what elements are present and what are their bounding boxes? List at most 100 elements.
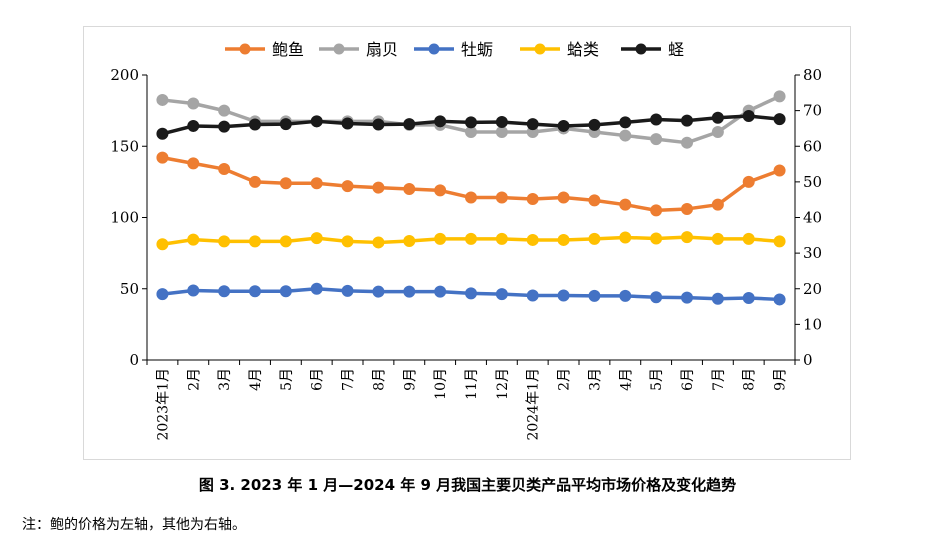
left-axis-tick-label: 200 bbox=[110, 66, 139, 84]
data-point bbox=[557, 119, 570, 132]
data-point bbox=[650, 291, 663, 304]
data-point bbox=[372, 181, 385, 194]
legend-item: 鲍鱼 bbox=[225, 40, 304, 59]
data-point bbox=[681, 136, 693, 149]
legend-label: 蛤类 bbox=[567, 40, 599, 59]
data-point bbox=[403, 235, 416, 248]
figure-note: 注：鲍的价格为左轴，其他为右轴。 bbox=[22, 517, 246, 533]
data-point bbox=[403, 183, 416, 195]
legend-label: 扇贝 bbox=[366, 40, 398, 59]
series-layer bbox=[156, 90, 786, 306]
data-point bbox=[711, 232, 724, 245]
legend-marker bbox=[635, 43, 647, 55]
right-axis-tick-label: 0 bbox=[803, 351, 813, 369]
data-point bbox=[588, 194, 601, 207]
data-point bbox=[156, 151, 169, 164]
data-point bbox=[187, 284, 200, 297]
data-point bbox=[495, 191, 508, 204]
right-axis-tick-label: 70 bbox=[803, 102, 822, 120]
x-axis-tick-label: 4月 bbox=[618, 368, 634, 391]
data-point bbox=[495, 116, 508, 129]
data-point bbox=[465, 191, 477, 204]
data-point bbox=[495, 126, 508, 138]
data-point bbox=[279, 177, 292, 190]
data-point bbox=[650, 133, 663, 146]
right-axis-tick-label: 50 bbox=[803, 173, 822, 191]
right-axis-tick-label: 60 bbox=[803, 137, 822, 155]
x-axis-tick-label: 8月 bbox=[371, 368, 387, 391]
data-point bbox=[711, 198, 724, 211]
data-point bbox=[187, 157, 200, 170]
data-point bbox=[650, 113, 663, 126]
data-point bbox=[742, 292, 755, 305]
data-point bbox=[650, 204, 663, 217]
data-point bbox=[495, 288, 508, 301]
chart-axes: 0 50 100 150 200 0 10 20 30 40 50 60 70 80 2023年1月 2月 3月… bbox=[110, 66, 822, 441]
data-point bbox=[249, 235, 261, 248]
data-point bbox=[619, 116, 632, 129]
left-axis-tick-label: 50 bbox=[120, 280, 139, 298]
data-point bbox=[279, 285, 292, 298]
data-point bbox=[341, 180, 354, 193]
x-axis-tick-label: 3月 bbox=[217, 368, 233, 391]
x-axis-tick-label: 7月 bbox=[711, 368, 727, 391]
data-point bbox=[372, 236, 385, 249]
data-point bbox=[434, 115, 447, 128]
data-point bbox=[495, 232, 508, 245]
data-point bbox=[341, 117, 354, 130]
data-point bbox=[156, 238, 169, 251]
data-point bbox=[588, 118, 601, 131]
data-point bbox=[156, 288, 169, 301]
x-axis-tick-label: 4月 bbox=[248, 368, 264, 391]
data-point bbox=[773, 235, 786, 248]
data-point bbox=[249, 285, 261, 298]
x-axis-tick-label: 3月 bbox=[587, 368, 603, 391]
legend-marker bbox=[333, 43, 345, 55]
data-point bbox=[341, 284, 354, 297]
data-point bbox=[742, 232, 755, 245]
x-axis-tick-label: 2月 bbox=[557, 368, 573, 391]
data-point bbox=[711, 111, 724, 124]
x-axis-tick-label: 5月 bbox=[279, 368, 295, 391]
data-point bbox=[403, 118, 416, 131]
x-axis-tick-label: 10月 bbox=[433, 368, 449, 400]
data-point bbox=[218, 104, 231, 117]
data-point bbox=[681, 231, 693, 244]
x-axis-tick-label: 2024年1月 bbox=[526, 368, 542, 441]
data-point bbox=[619, 289, 632, 302]
data-point bbox=[526, 289, 539, 302]
data-point bbox=[187, 119, 200, 132]
x-axis-tick-label: 7月 bbox=[341, 368, 357, 391]
data-point bbox=[619, 198, 632, 211]
legend-label: 鲍鱼 bbox=[272, 40, 304, 59]
x-axis-tick-label: 12月 bbox=[495, 368, 511, 400]
series-0 bbox=[156, 151, 786, 217]
data-point bbox=[310, 177, 323, 190]
data-point bbox=[249, 175, 261, 188]
data-point bbox=[310, 115, 323, 128]
data-point bbox=[773, 293, 786, 306]
data-point bbox=[742, 109, 755, 122]
data-point bbox=[187, 233, 200, 246]
data-point bbox=[526, 233, 539, 246]
data-point bbox=[681, 291, 693, 304]
series-3 bbox=[156, 231, 786, 251]
data-point bbox=[218, 163, 231, 176]
x-axis-tick-label: 6月 bbox=[310, 368, 326, 391]
x-axis-tick-label: 9月 bbox=[402, 368, 418, 391]
figure-caption: 图 3. 2023 年 1 月—2024 年 9 月我国主要贝类产品平均市场价格… bbox=[198, 476, 737, 494]
data-point bbox=[557, 233, 570, 246]
data-point bbox=[773, 90, 786, 103]
data-point bbox=[619, 231, 632, 244]
data-point bbox=[156, 93, 169, 106]
data-point bbox=[588, 289, 601, 302]
chart-legend: 鲍鱼 扇贝 牡蛎 蛤类 蛏 bbox=[225, 40, 684, 59]
data-point bbox=[711, 126, 724, 138]
data-point bbox=[218, 235, 231, 248]
data-point bbox=[218, 120, 231, 133]
data-point bbox=[557, 191, 570, 204]
x-axis-tick-label: 11月 bbox=[464, 368, 480, 400]
data-point bbox=[434, 285, 447, 298]
data-point bbox=[279, 235, 292, 248]
data-point bbox=[711, 292, 724, 305]
